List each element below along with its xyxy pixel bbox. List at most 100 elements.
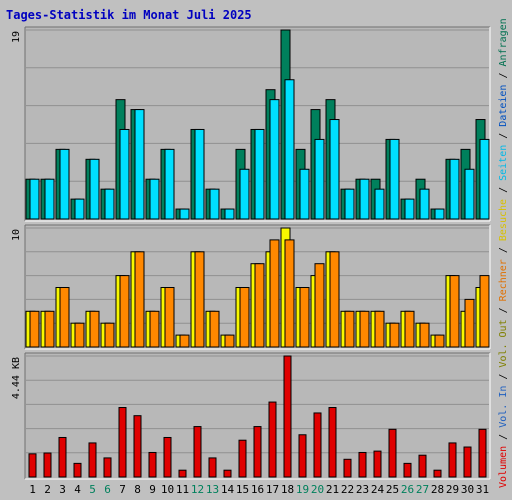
bar-dateien-day-17 bbox=[269, 99, 280, 220]
bar-dateien-day-6 bbox=[104, 188, 115, 220]
bar-rechner-day-1 bbox=[29, 310, 40, 348]
x-tick-label: 14 bbox=[221, 483, 235, 496]
x-tick-label: 23 bbox=[356, 483, 369, 496]
bar-rechner-day-15 bbox=[239, 287, 250, 348]
chart-title: Tages-Statistik im Monat Juli 2025 bbox=[6, 8, 252, 22]
bar-dateien-day-21 bbox=[329, 119, 340, 220]
bar-dateien-day-16 bbox=[254, 128, 265, 220]
bar-rechner-day-3 bbox=[59, 287, 70, 348]
bar-volumen-day-31 bbox=[478, 428, 487, 478]
bar-rechner-day-4 bbox=[74, 322, 85, 348]
legend-separator: / bbox=[498, 368, 509, 386]
bar-volumen-day-27 bbox=[418, 454, 427, 478]
x-tick-label: 29 bbox=[446, 483, 459, 496]
bar-dateien-day-4 bbox=[74, 198, 85, 220]
legend-item-dateien: Dateien bbox=[498, 85, 509, 127]
legend-item-besuche: Besuche bbox=[498, 199, 509, 241]
bar-dateien-day-26 bbox=[404, 198, 415, 220]
bar-rechner-day-26 bbox=[404, 310, 415, 348]
x-tick-label: 13 bbox=[206, 483, 219, 496]
bar-rechner-day-21 bbox=[329, 251, 340, 348]
bar-volumen-day-4 bbox=[73, 462, 82, 478]
legend-text: Volumen / Vol. In / Vol. Out / Rechner /… bbox=[498, 18, 509, 488]
bar-volumen-day-22 bbox=[343, 458, 352, 478]
bar-volumen-day-19 bbox=[298, 434, 307, 478]
legend-item-volumen: Volumen bbox=[498, 446, 509, 488]
x-tick-label: 4 bbox=[74, 483, 81, 496]
legend-item-vol-out: Vol. Out bbox=[498, 319, 509, 367]
bar-dateien-day-18 bbox=[284, 79, 295, 220]
bar-rechner-day-18 bbox=[284, 239, 295, 348]
bar-volumen-day-18 bbox=[283, 355, 292, 478]
bar-volumen-day-30 bbox=[463, 446, 472, 478]
bar-rechner-day-19 bbox=[299, 287, 310, 348]
x-tick-label: 2 bbox=[44, 483, 51, 496]
legend-item-vol-in: Vol. In bbox=[498, 386, 509, 428]
bar-dateien-day-28 bbox=[434, 208, 445, 220]
bar-rechner-day-7 bbox=[119, 275, 130, 348]
bar-volumen-day-1 bbox=[28, 453, 37, 478]
legend-separator: / bbox=[498, 301, 509, 319]
bar-volumen-day-26 bbox=[403, 462, 412, 478]
legend-separator: / bbox=[498, 181, 509, 199]
bar-rechner-day-17 bbox=[269, 239, 280, 348]
legend-separator: / bbox=[498, 428, 509, 446]
bar-rechner-day-5 bbox=[89, 310, 100, 348]
bar-rechner-day-28 bbox=[434, 334, 445, 348]
bar-dateien-day-20 bbox=[314, 138, 325, 220]
x-tick-label: 27 bbox=[416, 483, 429, 496]
y-max-label: 10 bbox=[11, 229, 22, 241]
series-volumen bbox=[28, 355, 487, 478]
x-tick-label: 1 bbox=[29, 483, 36, 496]
bar-dateien-day-7 bbox=[119, 128, 130, 220]
bar-volumen-day-21 bbox=[328, 407, 337, 478]
x-tick-label: 16 bbox=[251, 483, 264, 496]
bar-dateien-day-25 bbox=[389, 138, 400, 220]
bar-dateien-day-8 bbox=[134, 109, 145, 220]
x-tick-label: 18 bbox=[281, 483, 294, 496]
x-tick-label: 19 bbox=[296, 483, 309, 496]
x-tick-label: 22 bbox=[341, 483, 354, 496]
bar-dateien-day-19 bbox=[299, 168, 310, 220]
bar-volumen-day-23 bbox=[358, 451, 367, 478]
bar-rechner-day-29 bbox=[449, 275, 460, 348]
bar-dateien-day-27 bbox=[419, 188, 430, 220]
legend-separator: / bbox=[498, 66, 509, 84]
x-tick-label: 9 bbox=[149, 483, 156, 496]
bar-volumen-day-15 bbox=[238, 439, 247, 478]
bar-rechner-day-22 bbox=[344, 310, 355, 348]
bar-volumen-day-11 bbox=[178, 469, 187, 478]
series-rechner bbox=[29, 239, 490, 348]
bar-volumen-day-5 bbox=[88, 442, 97, 478]
bar-dateien-day-3 bbox=[59, 148, 70, 220]
x-tick-label: 3 bbox=[59, 483, 66, 496]
legend-item-seiten: Seiten bbox=[498, 145, 509, 181]
x-tick-label: 31 bbox=[476, 483, 489, 496]
bar-rechner-day-16 bbox=[254, 263, 265, 348]
x-tick-label: 12 bbox=[191, 483, 204, 496]
chart-panel-1: 19 bbox=[11, 26, 491, 222]
x-tick-label: 6 bbox=[104, 483, 111, 496]
bar-rechner-day-31 bbox=[479, 275, 490, 348]
bar-rechner-day-20 bbox=[314, 263, 325, 348]
bar-dateien-day-22 bbox=[344, 188, 355, 220]
x-tick-label: 21 bbox=[326, 483, 339, 496]
bar-dateien-day-11 bbox=[179, 208, 190, 220]
legend: Volumen / Vol. In / Vol. Out / Rechner /… bbox=[498, 18, 509, 488]
bar-volumen-day-24 bbox=[373, 450, 382, 478]
bar-volumen-day-10 bbox=[163, 436, 172, 478]
bar-rechner-day-13 bbox=[209, 310, 220, 348]
series-dateien bbox=[29, 79, 490, 220]
bar-dateien-day-31 bbox=[479, 138, 490, 220]
chart-panel-2: 10 bbox=[11, 224, 491, 350]
bar-dateien-day-2 bbox=[44, 178, 55, 220]
bar-dateien-day-10 bbox=[164, 148, 175, 220]
bar-rechner-day-6 bbox=[104, 322, 115, 348]
bar-rechner-day-14 bbox=[224, 334, 235, 348]
bar-volumen-day-28 bbox=[433, 469, 442, 478]
bar-rechner-day-25 bbox=[389, 322, 400, 348]
bar-dateien-day-12 bbox=[194, 128, 205, 220]
bar-volumen-day-13 bbox=[208, 457, 217, 478]
bar-volumen-day-8 bbox=[133, 415, 142, 478]
